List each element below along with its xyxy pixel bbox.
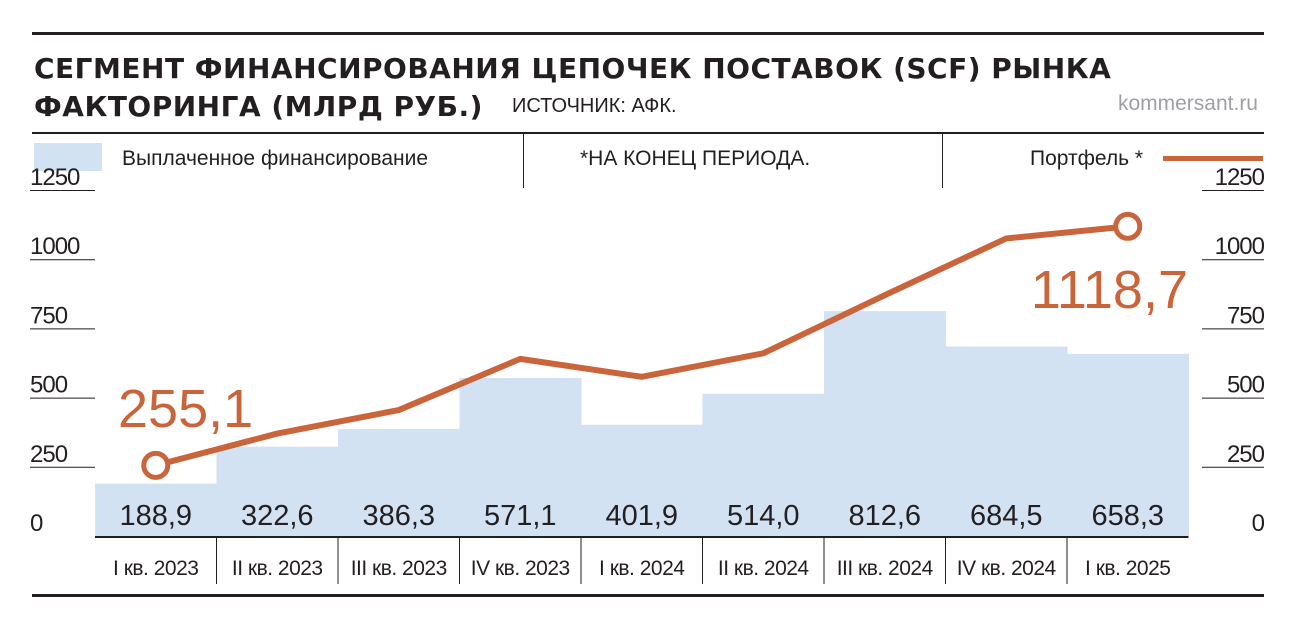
x-tick-label: IV кв. 2024 bbox=[957, 557, 1057, 580]
bar bbox=[95, 483, 217, 536]
y-tick-label-left: 750 bbox=[30, 302, 68, 329]
line-start-label: 255,1 bbox=[118, 379, 253, 439]
x-tick-label: I кв. 2025 bbox=[1085, 557, 1170, 580]
bar bbox=[459, 377, 582, 536]
bar-value-label: 322,6 bbox=[241, 500, 314, 532]
bar-value-label: 812,6 bbox=[848, 500, 921, 532]
bar bbox=[1067, 353, 1189, 536]
bar-value-label: 386,3 bbox=[362, 500, 435, 532]
legend-separator bbox=[523, 134, 524, 188]
y-tick-label-left: 1250 bbox=[30, 164, 80, 191]
bar-value-label: 571,1 bbox=[484, 500, 557, 532]
legend-line-swatch bbox=[1163, 156, 1263, 161]
bar bbox=[702, 393, 825, 536]
legend-separator bbox=[942, 134, 943, 188]
legend-bar-swatch bbox=[34, 143, 102, 171]
line-end-label: 1118,7 bbox=[1031, 260, 1188, 320]
legend-line-label: Портфель * bbox=[1030, 147, 1144, 170]
y-tick-label-right: 1000 bbox=[1215, 233, 1265, 260]
top-rule bbox=[32, 32, 1264, 35]
bar bbox=[945, 346, 1068, 536]
bar bbox=[824, 311, 946, 536]
site-watermark: kommersant.ru bbox=[1117, 92, 1258, 115]
x-tick-label: I кв. 2024 bbox=[599, 557, 685, 580]
bottom-rule bbox=[32, 594, 1264, 597]
chart-title-line2: ФАКТОРИНГА (МЛРД РУБ.) bbox=[34, 90, 483, 123]
y-tick-label-left: 0 bbox=[30, 510, 43, 537]
bar bbox=[581, 424, 703, 536]
x-tick-label: II кв. 2023 bbox=[232, 557, 323, 580]
legend-note: *НА КОНЕЦ ПЕРИОДА. bbox=[580, 147, 811, 170]
x-tick-label: III кв. 2023 bbox=[351, 557, 447, 580]
bar-value-label: 401,9 bbox=[605, 500, 678, 532]
bar bbox=[216, 446, 339, 536]
y-tick-label-right: 500 bbox=[1227, 372, 1265, 399]
bar-value-label: 188,9 bbox=[119, 500, 192, 532]
legend-bar-label: Выплаченное финансирование bbox=[122, 147, 429, 170]
y-tick-label-left: 1000 bbox=[30, 233, 80, 260]
x-tick-label: IV кв. 2023 bbox=[471, 557, 570, 580]
bar-value-label: 514,0 bbox=[727, 500, 800, 532]
y-tick-label-right: 750 bbox=[1227, 302, 1265, 329]
bar bbox=[338, 429, 460, 536]
header-rule bbox=[32, 132, 1264, 134]
chart-title-line1: СЕГМЕНТ ФИНАНСИРОВАНИЯ ЦЕПОЧЕК ПОСТАВОК … bbox=[34, 52, 1112, 85]
y-tick-label-left: 500 bbox=[30, 372, 68, 399]
x-tick-label: II кв. 2024 bbox=[718, 557, 810, 580]
line-marker-end bbox=[1113, 211, 1143, 241]
y-tick-label-right: 250 bbox=[1227, 441, 1265, 468]
bar-value-label: 658,3 bbox=[1091, 500, 1164, 532]
bar-value-label: 684,5 bbox=[970, 500, 1043, 532]
portfolio-line bbox=[154, 223, 1129, 469]
source-note: ИСТОЧНИК: АФК. bbox=[512, 95, 677, 117]
x-tick-label: III кв. 2024 bbox=[837, 557, 934, 580]
line-marker-start bbox=[141, 450, 171, 480]
x-tick-label: I кв. 2023 bbox=[113, 557, 198, 580]
y-tick-label-right: 0 bbox=[1252, 510, 1265, 537]
y-tick-label-right: 1250 bbox=[1215, 164, 1265, 191]
y-tick-label-left: 250 bbox=[30, 441, 68, 468]
